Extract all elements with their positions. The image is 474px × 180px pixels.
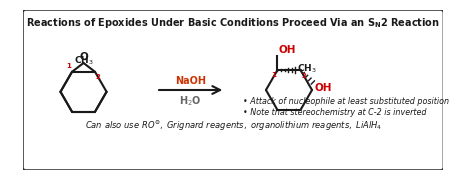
Text: 2: 2 <box>301 73 306 79</box>
Text: • Attack of nucleophile at least substituted position: • Attack of nucleophile at least substit… <box>243 97 449 106</box>
Text: CH$_3$: CH$_3$ <box>297 63 317 75</box>
Text: H$_2$O: H$_2$O <box>179 94 202 108</box>
Text: 1: 1 <box>66 63 71 69</box>
Text: OH: OH <box>278 45 296 55</box>
Text: 1: 1 <box>271 72 276 78</box>
Text: Reactions of Epoxides Under Basic Conditions Proceed Via an $\mathbf{S_N}$2 Reac: Reactions of Epoxides Under Basic Condit… <box>26 16 440 30</box>
Text: O: O <box>79 52 88 62</box>
Text: $\it{Can\ also\ use\ RO}^{\ominus}\mathit{,\ Grignard\ reagents,\ organolithium\: $\it{Can\ also\ use\ RO}^{\ominus}\mathi… <box>84 119 382 133</box>
Text: OH: OH <box>315 83 332 93</box>
FancyBboxPatch shape <box>22 9 444 171</box>
Text: NaOH: NaOH <box>175 76 206 86</box>
Text: • Note that stereochemistry at C-2 is inverted: • Note that stereochemistry at C-2 is in… <box>243 108 427 117</box>
Text: CH$_3$: CH$_3$ <box>74 55 93 67</box>
Text: 2: 2 <box>96 74 100 80</box>
